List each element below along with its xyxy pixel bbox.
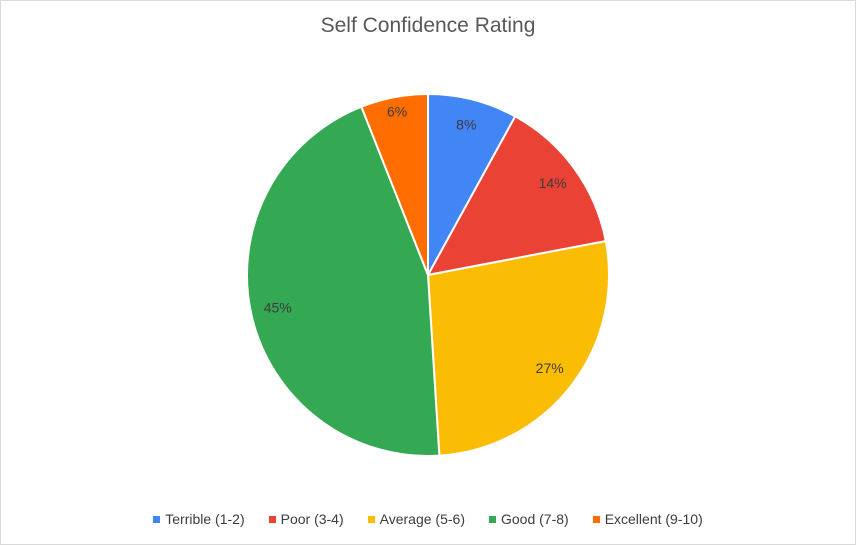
legend-item-excellent: Excellent (9-10)	[592, 511, 703, 527]
slice-label-excellent: 6%	[387, 104, 407, 120]
slice-label-terrible: 8%	[456, 117, 476, 133]
legend-item-good: Good (7-8)	[488, 511, 569, 527]
pie-slice-good	[246, 105, 441, 457]
legend-label: Poor (3-4)	[280, 511, 344, 527]
slice-label-poor: 14%	[539, 175, 567, 191]
legend-swatch	[488, 515, 496, 523]
chart-legend: Terrible (1-2) Poor (3-4) Average (5-6) Goo…	[0, 511, 856, 527]
legend-label: Excellent (9-10)	[604, 511, 703, 527]
legend-item-poor: Poor (3-4)	[268, 511, 344, 527]
legend-label: Terrible (1-2)	[165, 511, 245, 527]
legend-swatch	[268, 515, 276, 523]
pie-slice-labels: 8% 14% 27% 45% 6%	[264, 104, 567, 376]
legend-swatch	[153, 515, 161, 523]
chart-title: Self Confidence Rating	[320, 14, 536, 37]
legend-swatch	[592, 515, 600, 523]
legend-label: Average (5-6)	[379, 511, 465, 527]
legend-label: Good (7-8)	[500, 511, 569, 527]
legend-item-average: Average (5-6)	[367, 511, 465, 527]
pie-slice-average	[427, 240, 610, 457]
slice-label-average: 27%	[536, 360, 564, 376]
slice-label-good: 45%	[264, 299, 292, 315]
legend-item-terrible: Terrible (1-2)	[153, 511, 245, 527]
pie-slice-excellent	[360, 93, 429, 276]
pie-slice-poor	[427, 115, 607, 276]
legend-swatch	[367, 515, 375, 523]
pie-slice-terrible	[427, 93, 517, 276]
pie-slices	[246, 93, 610, 457]
